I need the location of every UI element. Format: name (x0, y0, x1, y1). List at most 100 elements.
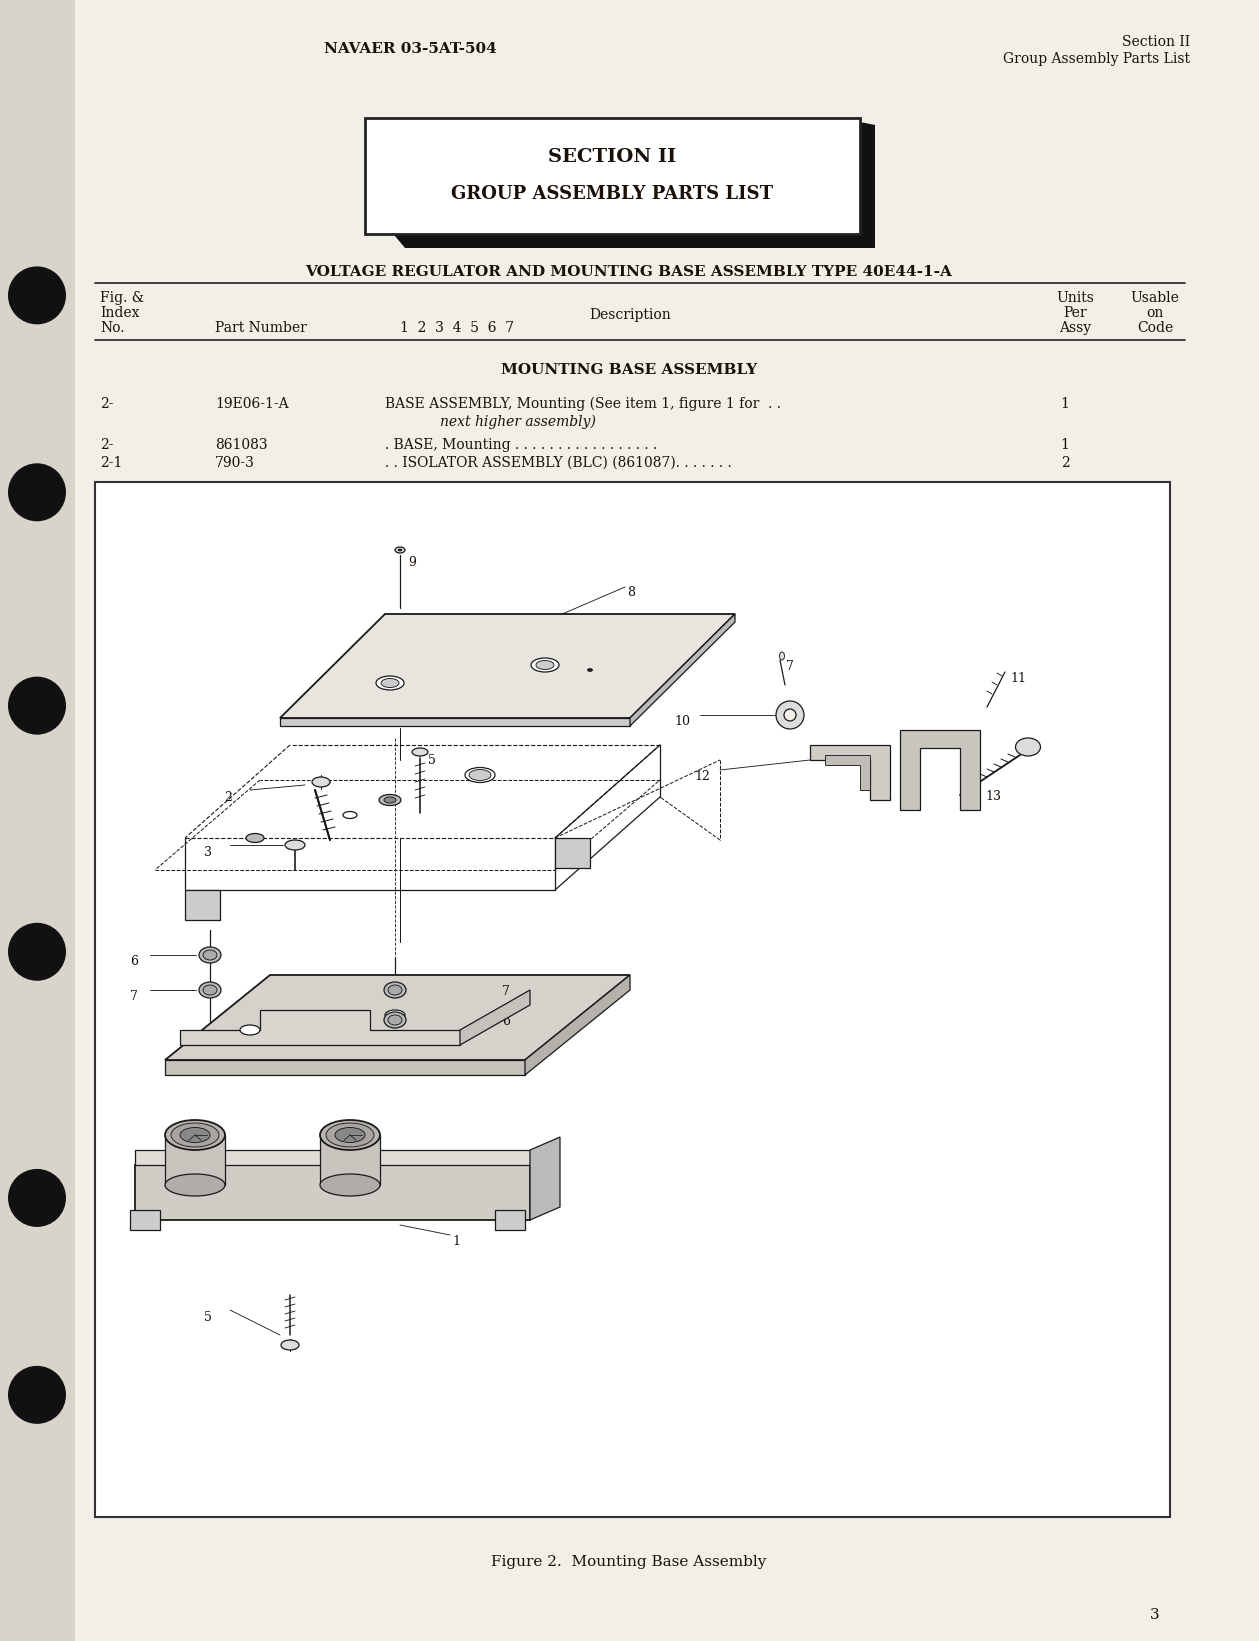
Polygon shape (825, 755, 870, 789)
Ellipse shape (342, 812, 358, 819)
Polygon shape (860, 121, 875, 248)
Ellipse shape (180, 1127, 210, 1142)
Ellipse shape (784, 709, 796, 720)
Polygon shape (135, 1165, 530, 1219)
Text: 790-3: 790-3 (215, 456, 254, 469)
Polygon shape (630, 614, 735, 725)
Polygon shape (165, 975, 630, 1060)
Polygon shape (279, 719, 630, 725)
Text: VOLTAGE REGULATOR AND MOUNTING BASE ASSEMBLY TYPE 40E44-1-A: VOLTAGE REGULATOR AND MOUNTING BASE ASSE… (306, 264, 953, 279)
Text: 2-1: 2-1 (99, 456, 122, 469)
Ellipse shape (531, 658, 559, 673)
Ellipse shape (384, 798, 397, 802)
Ellipse shape (203, 950, 217, 960)
Text: Description: Description (589, 309, 671, 322)
Polygon shape (165, 1060, 525, 1075)
Ellipse shape (320, 1173, 380, 1196)
Ellipse shape (165, 1121, 225, 1150)
Text: Index: Index (99, 305, 140, 320)
Polygon shape (135, 1150, 530, 1165)
Polygon shape (320, 1136, 380, 1185)
Text: on: on (1146, 305, 1163, 320)
Text: 13: 13 (985, 789, 1001, 802)
Ellipse shape (384, 981, 405, 998)
Bar (365, 118, 860, 235)
Ellipse shape (199, 981, 222, 998)
Text: 10: 10 (674, 715, 690, 729)
Ellipse shape (8, 463, 65, 522)
Ellipse shape (381, 678, 399, 688)
Ellipse shape (240, 1026, 261, 1035)
Text: Code: Code (1137, 322, 1173, 335)
Text: 3: 3 (1151, 1608, 1160, 1621)
Ellipse shape (281, 1341, 298, 1351)
Polygon shape (460, 990, 530, 1045)
Polygon shape (530, 1137, 560, 1219)
Polygon shape (900, 730, 980, 811)
Text: 5: 5 (204, 1311, 212, 1324)
Text: next higher assembly): next higher assembly) (439, 415, 596, 430)
Text: 9: 9 (408, 556, 415, 569)
Text: 2: 2 (224, 791, 232, 804)
Text: 7: 7 (786, 660, 794, 673)
Ellipse shape (165, 1173, 225, 1196)
Bar (0, 0, 76, 1641)
Ellipse shape (376, 676, 404, 689)
Ellipse shape (8, 1168, 65, 1227)
Ellipse shape (588, 668, 593, 671)
Polygon shape (525, 975, 630, 1075)
Text: 12: 12 (694, 770, 710, 783)
Text: 6: 6 (502, 1016, 510, 1027)
Text: 7: 7 (130, 990, 138, 1003)
Text: 1  2  3  4  5  6  7: 1 2 3 4 5 6 7 (400, 322, 514, 335)
Text: 4: 4 (545, 1004, 553, 1017)
Ellipse shape (388, 985, 402, 994)
Ellipse shape (171, 1122, 219, 1147)
Text: 2-: 2- (99, 397, 113, 410)
Text: 1: 1 (1060, 397, 1069, 410)
Ellipse shape (8, 1365, 65, 1424)
Text: BASE ASSEMBLY, Mounting (See item 1, figure 1 for  . .: BASE ASSEMBLY, Mounting (See item 1, fig… (385, 397, 781, 412)
Text: 5: 5 (428, 753, 436, 766)
Text: GROUP ASSEMBLY PARTS LIST: GROUP ASSEMBLY PARTS LIST (451, 185, 773, 203)
Text: 8: 8 (627, 586, 635, 599)
Polygon shape (555, 839, 590, 868)
Ellipse shape (779, 651, 784, 660)
Ellipse shape (470, 770, 491, 781)
Ellipse shape (1016, 738, 1040, 757)
Text: NAVAER 03-5AT-504: NAVAER 03-5AT-504 (324, 43, 496, 56)
Polygon shape (810, 745, 890, 801)
Text: . BASE, Mounting . . . . . . . . . . . . . . . . .: . BASE, Mounting . . . . . . . . . . . .… (385, 438, 657, 451)
Polygon shape (279, 614, 735, 719)
Text: 861083: 861083 (215, 438, 268, 451)
Text: Fig. &: Fig. & (99, 290, 144, 305)
Ellipse shape (320, 1121, 380, 1150)
Ellipse shape (199, 947, 222, 963)
Ellipse shape (465, 768, 495, 783)
Text: Per: Per (1063, 305, 1087, 320)
Text: Section II: Section II (1122, 34, 1190, 49)
Polygon shape (185, 889, 220, 921)
Ellipse shape (395, 546, 405, 553)
Polygon shape (390, 230, 875, 248)
Ellipse shape (388, 1016, 402, 1026)
Ellipse shape (246, 834, 264, 842)
Ellipse shape (412, 748, 428, 757)
Text: Assy: Assy (1059, 322, 1092, 335)
Ellipse shape (326, 1122, 374, 1147)
Text: 2: 2 (1060, 456, 1069, 469)
Ellipse shape (379, 794, 402, 806)
Text: Part Number: Part Number (215, 322, 307, 335)
Ellipse shape (536, 660, 554, 670)
Polygon shape (495, 1209, 525, 1231)
Text: 3: 3 (204, 847, 212, 858)
Ellipse shape (8, 922, 65, 981)
Ellipse shape (776, 701, 805, 729)
Text: SECTION II: SECTION II (548, 148, 676, 166)
Text: 7: 7 (502, 985, 510, 998)
Ellipse shape (8, 676, 65, 735)
Text: Group Assembly Parts List: Group Assembly Parts List (1003, 53, 1190, 66)
Text: 11: 11 (1010, 673, 1026, 684)
Ellipse shape (398, 550, 402, 551)
Text: 1: 1 (452, 1236, 460, 1249)
